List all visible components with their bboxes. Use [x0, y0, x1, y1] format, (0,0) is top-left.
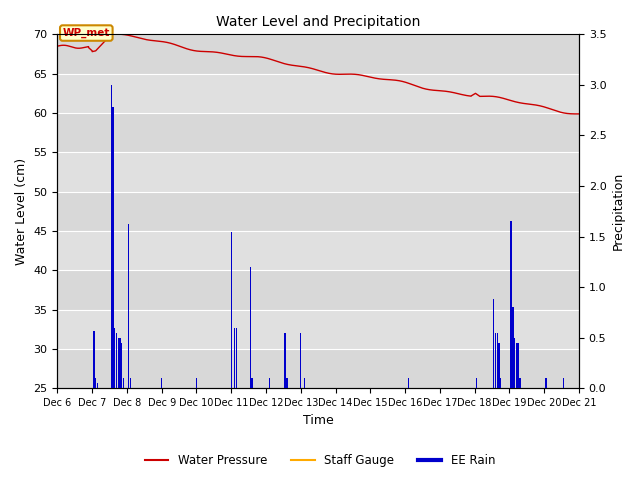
Bar: [300, 333, 301, 388]
Bar: [269, 378, 270, 388]
Bar: [58, 192, 579, 231]
Bar: [495, 333, 496, 388]
Bar: [118, 338, 119, 388]
Bar: [116, 333, 117, 388]
Bar: [303, 378, 305, 388]
Bar: [58, 310, 579, 349]
Bar: [286, 378, 287, 388]
Bar: [58, 231, 579, 270]
Legend: Water Pressure, Staff Gauge, EE Rain: Water Pressure, Staff Gauge, EE Rain: [140, 449, 500, 472]
Bar: [58, 113, 579, 152]
Bar: [284, 333, 286, 388]
Bar: [123, 378, 124, 388]
Title: Water Level and Precipitation: Water Level and Precipitation: [216, 15, 420, 29]
Bar: [514, 338, 515, 388]
X-axis label: Time: Time: [303, 414, 333, 427]
Bar: [58, 349, 579, 388]
Bar: [113, 107, 114, 388]
Bar: [563, 378, 564, 388]
Bar: [128, 225, 129, 388]
Bar: [114, 328, 115, 388]
Bar: [408, 378, 410, 388]
Bar: [121, 343, 122, 388]
Bar: [516, 343, 517, 388]
Bar: [476, 378, 477, 388]
Bar: [545, 378, 547, 388]
Y-axis label: Water Level (cm): Water Level (cm): [15, 158, 28, 265]
Bar: [111, 85, 112, 388]
Bar: [234, 328, 236, 388]
Bar: [519, 378, 520, 388]
Bar: [512, 307, 514, 388]
Bar: [58, 270, 579, 310]
Bar: [58, 152, 579, 192]
Bar: [93, 331, 95, 388]
Bar: [497, 333, 498, 388]
Bar: [119, 338, 121, 388]
Bar: [252, 378, 253, 388]
Bar: [95, 378, 97, 388]
Bar: [230, 231, 232, 388]
Bar: [250, 267, 251, 388]
Bar: [500, 378, 501, 388]
Bar: [130, 378, 131, 388]
Text: WP_met: WP_met: [63, 28, 110, 38]
Bar: [58, 35, 579, 73]
Bar: [58, 73, 579, 113]
Y-axis label: Precipitation: Precipitation: [612, 172, 625, 251]
Bar: [493, 300, 495, 388]
Bar: [196, 378, 197, 388]
Bar: [517, 343, 519, 388]
Bar: [499, 343, 500, 388]
Bar: [511, 221, 512, 388]
Bar: [161, 378, 163, 388]
Bar: [236, 328, 237, 388]
Bar: [97, 383, 98, 388]
